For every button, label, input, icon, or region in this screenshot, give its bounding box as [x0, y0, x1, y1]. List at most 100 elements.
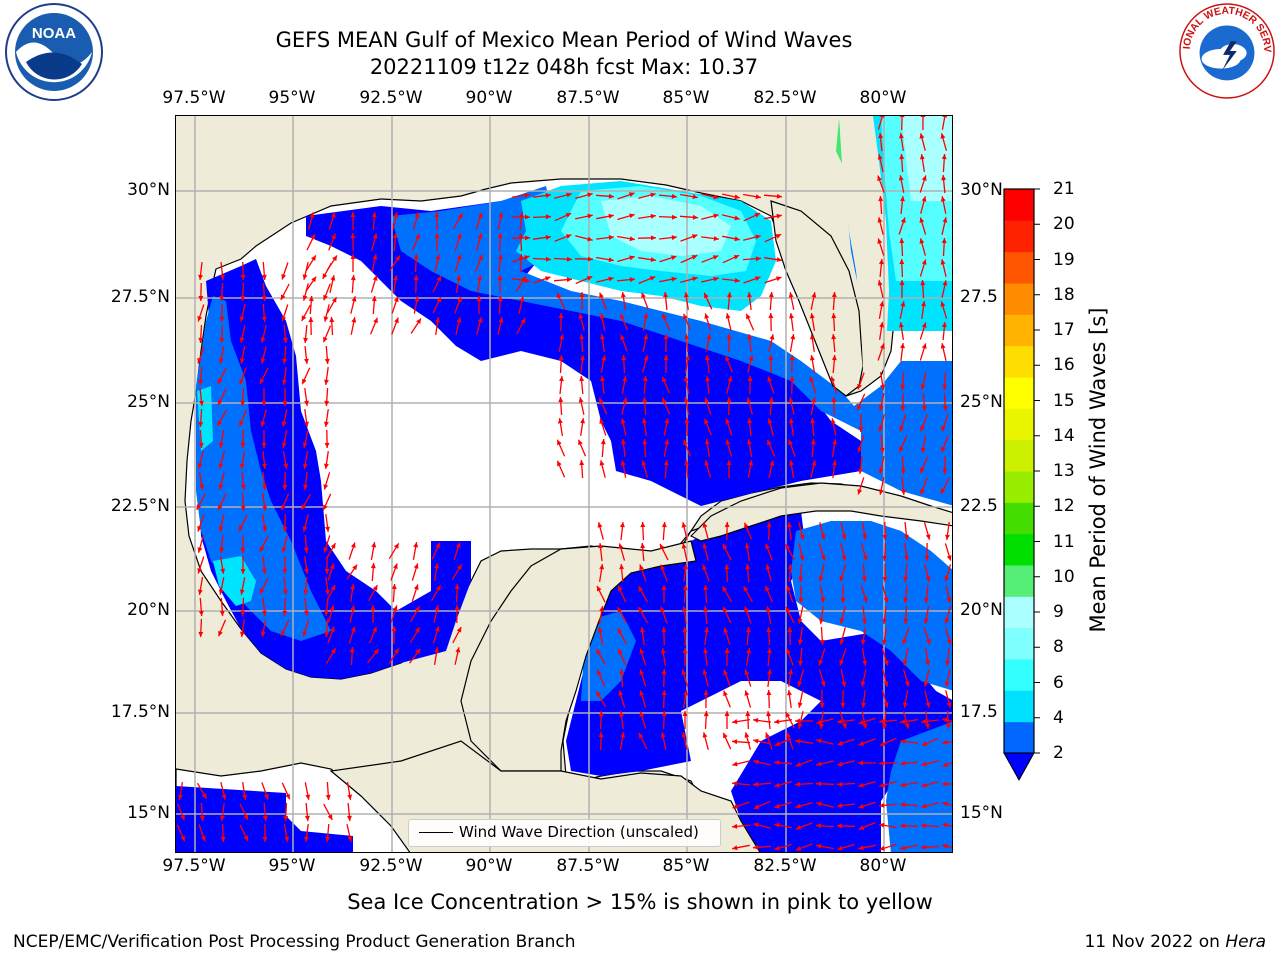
wind-wave-arrowhead — [903, 618, 909, 624]
wind-wave-arrowhead — [524, 278, 530, 284]
wind-wave-arrowhead — [650, 235, 656, 241]
wind-wave-arrowhead — [239, 420, 244, 427]
wind-wave-arrowhead — [347, 794, 353, 800]
wind-wave-arrowhead — [620, 313, 625, 320]
wind-wave-arrowhead — [923, 618, 929, 624]
wind-wave-arrowhead — [393, 212, 399, 218]
wind-wave-arrowhead — [671, 193, 677, 199]
wind-wave-arrowhead — [732, 823, 738, 829]
wind-wave-arrowhead — [578, 313, 584, 319]
wind-wave-arrowhead — [744, 543, 750, 549]
wind-wave-arrowhead — [393, 275, 398, 281]
wind-wave-arrowhead — [413, 542, 419, 548]
wind-wave-arrowhead — [239, 631, 245, 637]
colorbar-tick-label: 11 — [1053, 531, 1075, 552]
wind-wave-arrowhead — [900, 719, 906, 725]
chart-title: GEFS MEAN Gulf of Mexico Mean Period of … — [275, 28, 853, 52]
wind-wave-arrowhead — [724, 711, 730, 716]
wind-wave-arrowhead — [180, 835, 185, 842]
wind-wave-arrowhead — [599, 397, 604, 404]
wind-wave-arrowhead — [882, 535, 888, 540]
wind-wave-arrowhead — [664, 439, 670, 445]
wind-wave-arrowhead — [878, 259, 884, 265]
wind-wave-arrowhead — [811, 460, 817, 466]
wind-wave-arrowhead — [722, 586, 728, 592]
wind-wave-arrowhead — [524, 255, 530, 261]
wind-wave-arrowhead — [732, 719, 738, 725]
wind-wave-arrowhead — [921, 301, 926, 307]
wind-wave-arrowhead — [477, 275, 483, 281]
wind-wave-arrowhead — [600, 334, 605, 340]
wind-wave-arrowhead — [324, 379, 329, 385]
wind-wave-arrowhead — [795, 762, 802, 767]
wind-wave-arrowhead — [240, 274, 246, 280]
wind-wave-arrowhead — [923, 681, 929, 687]
wind-wave-arrowhead — [323, 504, 328, 511]
wind-wave-arrowhead — [240, 547, 246, 553]
wind-wave-arrowhead — [902, 702, 908, 708]
wind-wave-arrowhead — [682, 711, 688, 716]
wind-wave-arrowhead — [282, 568, 288, 574]
wind-wave-arrowhead — [477, 317, 483, 323]
wind-wave-arrowhead — [350, 275, 356, 281]
wind-wave-arrowhead — [920, 384, 926, 390]
wind-wave-arrowhead — [304, 568, 309, 574]
wind-wave-arrowhead — [372, 233, 378, 239]
wind-wave-arrow — [901, 116, 903, 131]
wind-wave-arrowhead — [795, 718, 800, 724]
wind-wave-arrowhead — [767, 439, 772, 446]
wind-wave-arrowhead — [683, 292, 689, 298]
colorbar-underflow-triangle — [1003, 752, 1035, 782]
wind-wave-arrowhead — [371, 212, 377, 218]
wind-wave-arrowhead — [809, 334, 815, 340]
wind-wave-arrowhead — [831, 397, 837, 402]
wind-wave-arrowhead — [476, 296, 482, 301]
wind-wave-arrowhead — [767, 669, 772, 675]
lon-tick-top: 97.5°W — [162, 88, 226, 108]
wind-wave-arrowhead — [900, 760, 906, 766]
wind-wave-arrowhead — [629, 255, 635, 261]
wind-wave-arrowhead — [640, 522, 646, 528]
wind-wave-arrowhead — [218, 442, 224, 448]
wind-wave-arrowhead — [661, 711, 667, 717]
wind-wave-arrowhead — [330, 626, 335, 633]
wind-wave-arrowhead — [816, 801, 822, 807]
wind-wave-arrowhead — [545, 256, 551, 262]
wind-wave-arrowhead — [790, 334, 796, 340]
wind-wave-arrowhead — [942, 781, 947, 787]
wind-wave-arrowhead — [723, 543, 728, 550]
wind-wave-arrowhead — [727, 376, 733, 382]
wind-wave-arrowhead — [816, 738, 822, 744]
wind-wave-arrowhead — [600, 439, 606, 445]
wind-wave-vectors — [176, 116, 952, 851]
wind-wave-arrowhead — [878, 426, 884, 432]
lat-tick-left: 25°N — [127, 392, 170, 412]
wind-wave-arrowhead — [394, 648, 399, 654]
wind-wave-arrowhead — [768, 355, 774, 361]
wind-wave-arrowhead — [301, 315, 307, 321]
wind-wave-arrowhead — [643, 313, 649, 319]
wind-wave-arrowhead — [899, 426, 905, 432]
wind-wave-arrowhead — [599, 460, 605, 466]
wind-wave-arrowhead — [753, 718, 759, 723]
wind-wave-arrowhead — [392, 605, 398, 611]
wind-wave-arrowhead — [457, 296, 462, 303]
wind-wave-arrowhead — [786, 648, 791, 655]
wind-wave-arrowhead — [349, 647, 355, 653]
wind-wave-arrowhead — [281, 274, 287, 280]
wind-wave-arrowhead — [218, 504, 223, 511]
wind-wave-arrowhead — [746, 397, 752, 403]
wind-wave-arrowhead — [352, 564, 358, 571]
wind-wave-arrowhead — [810, 439, 816, 445]
wind-wave-arrowhead — [765, 585, 770, 592]
wind-wave-arrowhead — [327, 814, 333, 820]
wind-wave-arrowhead — [755, 234, 761, 240]
wind-wave-arrowhead — [882, 639, 887, 645]
wind-wave-arrowhead — [831, 292, 837, 298]
wind-wave-arrowhead — [323, 421, 329, 427]
wind-wave-arrowhead — [724, 648, 730, 653]
wave-period-8-9 — [601, 196, 731, 256]
wind-wave-arrowhead — [304, 815, 310, 821]
lon-tick-bottom: 87.5°W — [556, 856, 620, 876]
wind-wave-arrowhead — [671, 276, 677, 282]
